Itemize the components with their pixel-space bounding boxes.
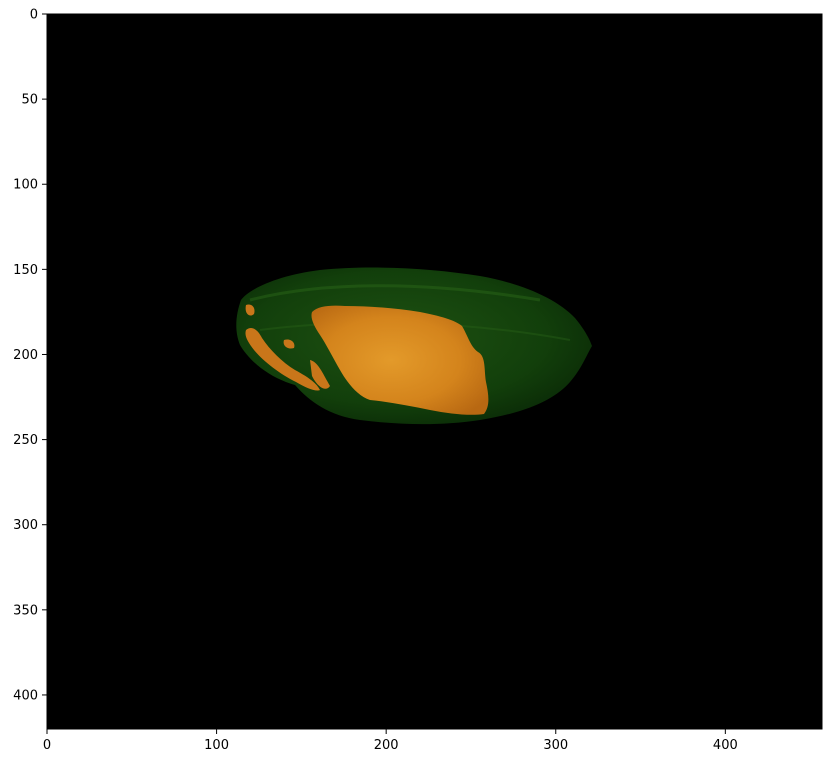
y-tick-label: 250: [13, 433, 38, 448]
y-tick-label: 350: [13, 603, 38, 618]
segmented-region-speck: [310, 360, 330, 389]
y-axis: 0 50 100 150 200 250 300 350 400: [13, 8, 47, 703]
x-tick-label: 400: [713, 738, 738, 753]
x-tick-label: 0: [43, 738, 51, 753]
x-tick-label: 100: [204, 738, 229, 753]
axes-frame: [46, 13, 823, 730]
fruit-ridge: [249, 284, 541, 302]
x-tick-label: 300: [543, 738, 568, 753]
segmented-region-speck: [283, 339, 295, 349]
x-axis: 0 100 200 300 400: [43, 729, 738, 753]
y-tick-label: 200: [13, 348, 38, 363]
segmented-region-streak: [245, 327, 320, 391]
y-tick-label: 0: [30, 8, 38, 23]
y-tick-label: 150: [13, 263, 38, 278]
y-tick-label: 100: [13, 178, 38, 193]
x-tick-label: 200: [374, 738, 399, 753]
y-tick-label: 50: [21, 93, 38, 108]
segmented-region-speck: [245, 304, 255, 316]
y-tick-label: 300: [13, 518, 38, 533]
y-tick-label: 400: [13, 688, 38, 703]
segmented-region: [311, 305, 489, 415]
